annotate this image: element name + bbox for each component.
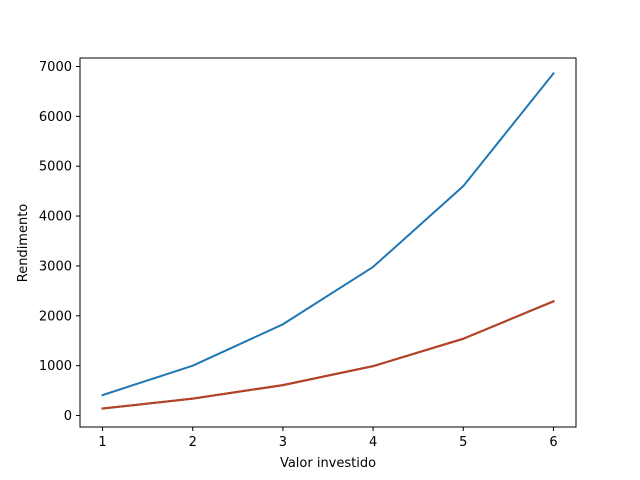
y-tick-label: 2000 — [39, 309, 72, 324]
x-tick-label: 6 — [549, 435, 557, 450]
x-tick-label: 5 — [459, 435, 467, 450]
y-tick-label: 7000 — [39, 60, 72, 75]
y-axis-ticks: 0 1000 2000 3000 4000 5000 6000 7000 — [39, 60, 80, 424]
y-axis-label: Rendimento — [16, 204, 31, 283]
y-tick-label: 1000 — [39, 359, 72, 374]
x-tick-label: 1 — [98, 435, 106, 450]
plot-area-frame — [79, 57, 577, 428]
y-tick-label: 4000 — [39, 210, 72, 225]
plot-lines — [101, 72, 555, 410]
y-tick-label: 5000 — [39, 160, 72, 175]
series-line-1 — [101, 72, 555, 397]
series-line-4 — [101, 300, 555, 410]
x-axis-label: Valor investido — [280, 456, 376, 471]
y-tick-label: 3000 — [39, 259, 72, 274]
x-axis-ticks: 1 2 3 4 5 6 — [98, 427, 558, 450]
x-tick-label: 2 — [189, 435, 197, 450]
x-tick-label: 3 — [279, 435, 287, 450]
y-tick-label: 6000 — [39, 110, 72, 125]
y-tick-label: 0 — [64, 409, 72, 424]
x-tick-label: 4 — [369, 435, 377, 450]
